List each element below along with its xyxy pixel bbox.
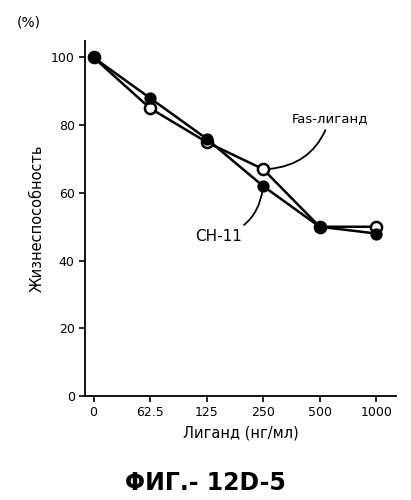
Text: ΦИГ.- 12D-5: ΦИГ.- 12D-5 bbox=[125, 471, 286, 495]
Text: Fas-лиганд: Fas-лиганд bbox=[269, 112, 368, 169]
Text: CH-11: CH-11 bbox=[195, 189, 263, 244]
Y-axis label: Жизнеспособность: Жизнеспособность bbox=[30, 144, 45, 292]
X-axis label: Лиганд (нг/мл): Лиганд (нг/мл) bbox=[182, 425, 298, 440]
Text: (%): (%) bbox=[17, 16, 41, 30]
